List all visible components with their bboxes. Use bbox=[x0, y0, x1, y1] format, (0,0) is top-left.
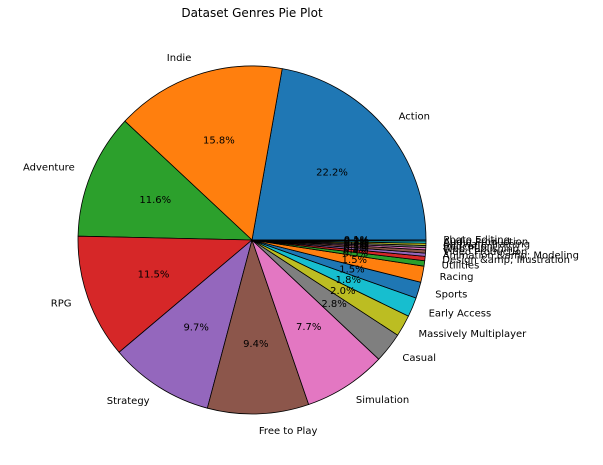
category-label-strategy: Strategy bbox=[107, 396, 150, 407]
percent-label-action: 22.2% bbox=[316, 167, 348, 178]
slice-indie bbox=[124, 65, 283, 241]
percent-label-casual: 2.8% bbox=[321, 299, 346, 310]
category-label-photo-editing: Photo Editing bbox=[443, 235, 510, 246]
slice-rpg bbox=[77, 235, 253, 353]
percent-label-rpg: 11.5% bbox=[138, 269, 170, 280]
slice-strategy bbox=[118, 239, 253, 409]
category-label-design-and-illustration: Design &amp; Illustration bbox=[442, 255, 570, 266]
category-label-video-production: Video Production bbox=[443, 247, 527, 258]
percent-label-design-and-illustration: 0.4% bbox=[343, 246, 368, 257]
percent-label-indie: 15.8% bbox=[203, 135, 235, 146]
percent-label-audio-production: 0.2% bbox=[344, 236, 369, 247]
category-label-free-to-play: Free to Play bbox=[259, 426, 318, 437]
category-label-casual: Casual bbox=[402, 353, 436, 364]
percent-label-racing: 1.5% bbox=[342, 255, 367, 266]
category-label-action: Action bbox=[399, 111, 430, 122]
percent-label-animation-and-modeling: 0.3% bbox=[343, 243, 368, 254]
category-label-utilities: Utilities bbox=[442, 260, 480, 271]
percent-label-simulation: 7.7% bbox=[296, 322, 321, 333]
percent-label-free-to-play: 9.4% bbox=[243, 339, 268, 350]
slice-free-to-play bbox=[206, 239, 310, 415]
category-labels: Action Indie Adventure RPG Strategy Free to P… bbox=[23, 53, 579, 437]
category-label-early-access: Early Access bbox=[429, 308, 492, 319]
percent-label-massively-multiplayer: 2.0% bbox=[330, 286, 355, 297]
percent-label-education: 0.2% bbox=[344, 238, 369, 249]
percent-label-software-training: 0.2% bbox=[344, 237, 369, 248]
category-label-rpg: RPG bbox=[51, 298, 72, 309]
category-label-software-training: Software Training bbox=[443, 239, 530, 250]
percent-label-photo-editing: 0.1% bbox=[344, 235, 369, 246]
slice-action bbox=[251, 68, 427, 241]
slice-adventure bbox=[77, 120, 253, 241]
category-label-education: Education bbox=[443, 242, 493, 253]
percent-label-web-publishing: 0.2% bbox=[344, 240, 369, 251]
percent-label-utilities: 0.5% bbox=[343, 249, 368, 260]
category-label-simulation: Simulation bbox=[356, 395, 409, 406]
percent-label-video-production: 0.3% bbox=[343, 241, 368, 252]
category-label-web-publishing: Web Publishing bbox=[443, 244, 519, 255]
percent-label-strategy: 9.7% bbox=[183, 323, 208, 334]
category-label-audio-production: Audio Production bbox=[443, 237, 528, 248]
category-label-adventure: Adventure bbox=[23, 162, 75, 173]
category-label-massively-multiplayer: Massively Multiplayer bbox=[419, 329, 528, 340]
percent-label-sports: 1.5% bbox=[339, 265, 364, 276]
category-label-racing: Racing bbox=[440, 272, 474, 283]
chart-title: Dataset Genres Pie Plot bbox=[181, 6, 323, 20]
percent-labels: 22.2% 15.8% 11.6% 11.5% 9.7% 9.4% 7.7% 2.8% 2.0%… bbox=[138, 135, 369, 349]
pie-slices bbox=[77, 65, 427, 415]
category-label-animation-and-modeling: Animation &amp; Modeling bbox=[443, 251, 579, 262]
percent-label-early-access: 1.8% bbox=[336, 275, 361, 286]
percent-label-adventure: 11.6% bbox=[139, 195, 171, 206]
category-label-indie: Indie bbox=[167, 53, 192, 64]
category-label-sports: Sports bbox=[435, 290, 467, 301]
slice-photo-editing bbox=[251, 239, 427, 242]
